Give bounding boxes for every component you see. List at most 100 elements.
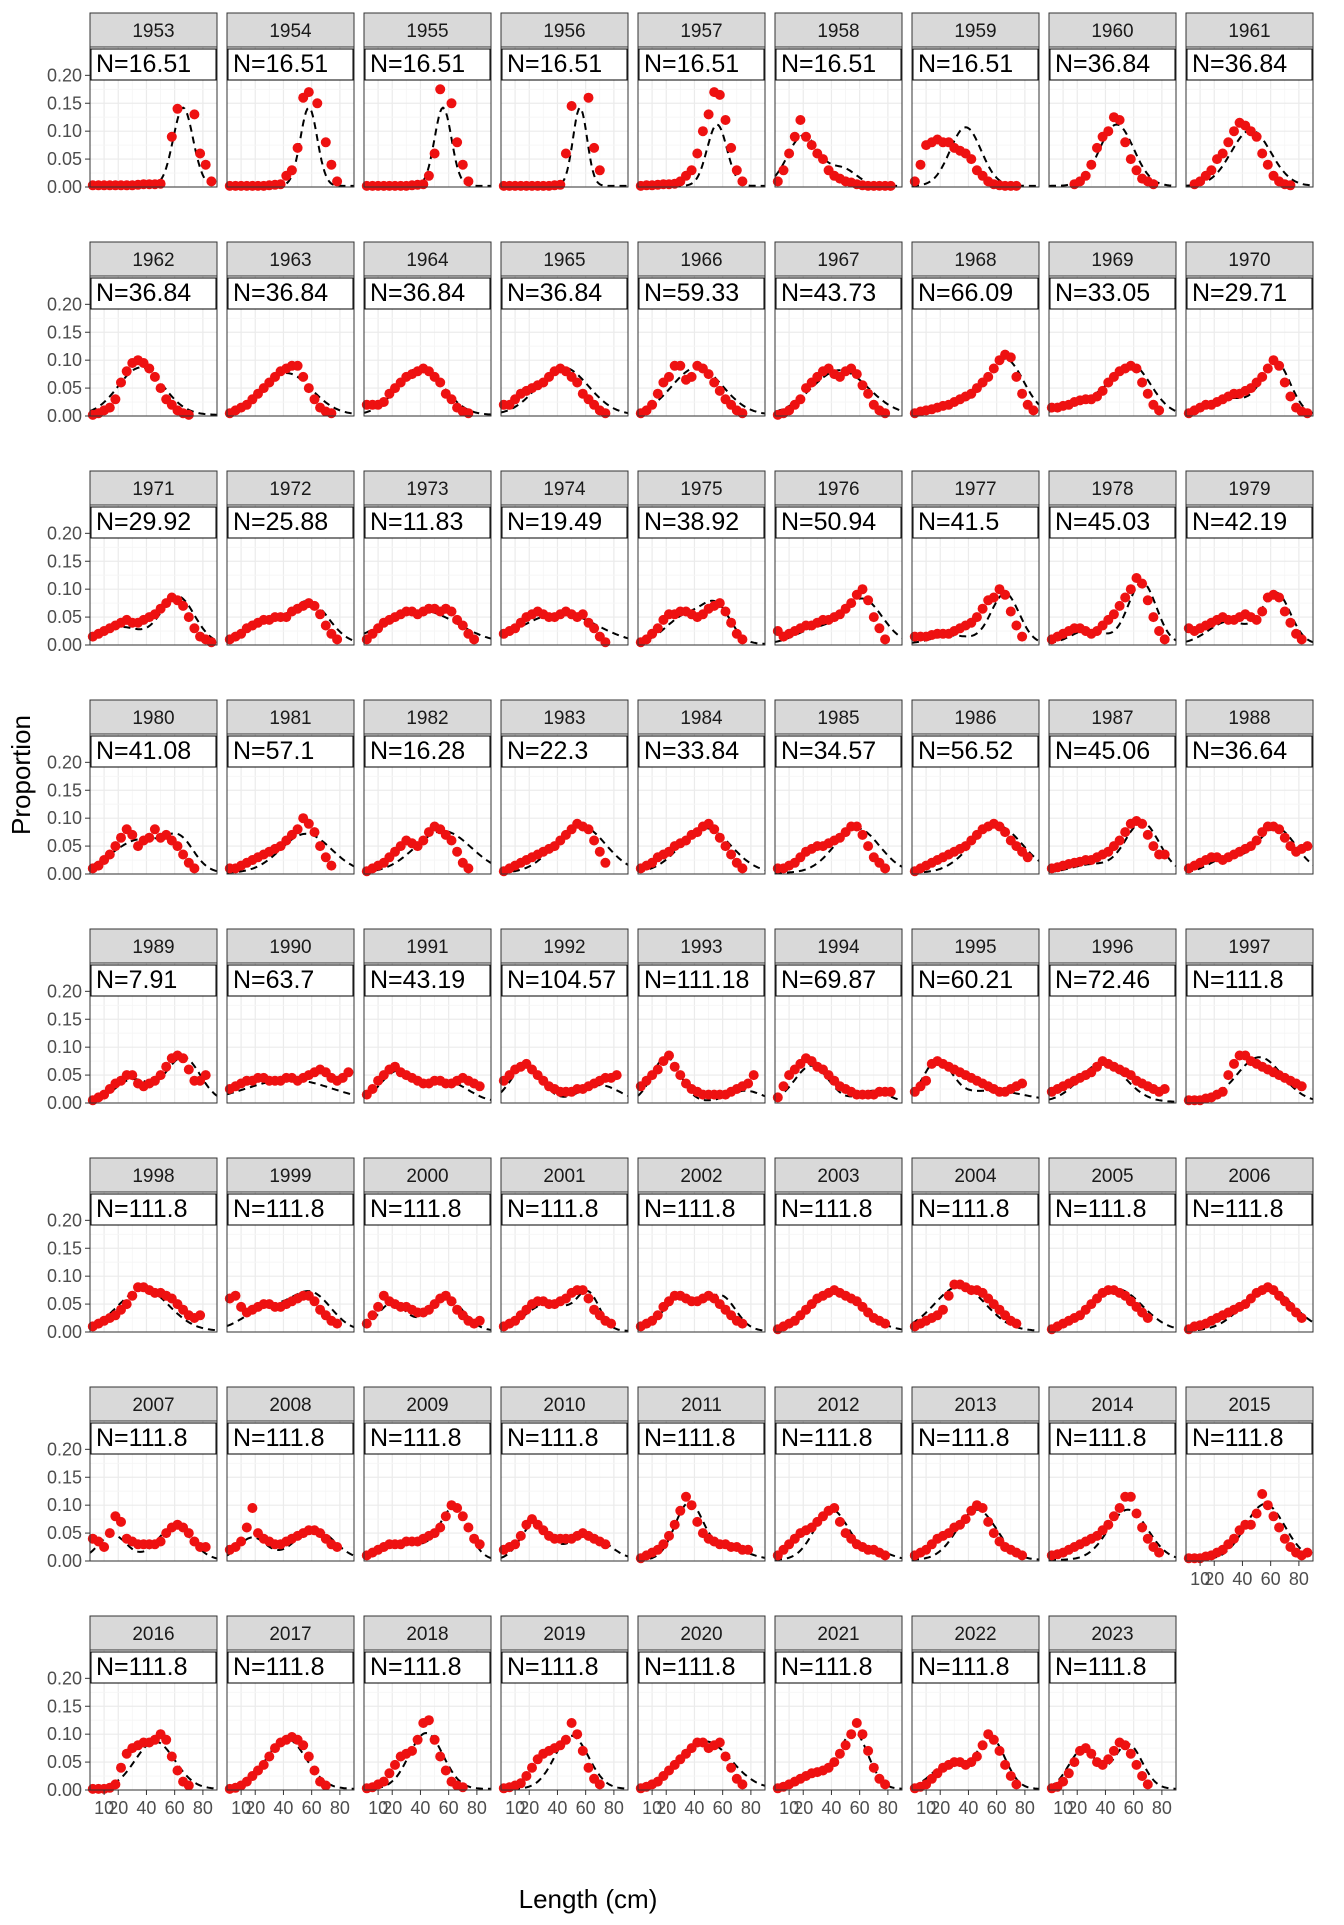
x-tick-label: 10 — [505, 1798, 525, 1818]
strip-label: 1964 — [406, 250, 449, 271]
panel-2002: 2002 N=111.8 — [635, 1157, 766, 1333]
observed-point — [560, 1734, 571, 1745]
observed-point — [600, 1539, 611, 1550]
panel-border — [637, 1191, 766, 1333]
strip-label: 1994 — [817, 937, 860, 958]
sample-size-frame — [1049, 1422, 1176, 1455]
observed-point — [977, 1503, 988, 1513]
expected-curve — [364, 1731, 491, 1790]
observed-point — [292, 824, 303, 835]
y-tick-label: 0.00 — [47, 1780, 82, 1800]
observed-point — [675, 360, 686, 371]
panel-border — [89, 275, 218, 417]
observed-point — [1108, 1745, 1119, 1756]
sample-size-frame — [364, 964, 491, 997]
x-tick-label: 10 — [368, 1798, 388, 1818]
strip-label: 1992 — [543, 937, 585, 958]
sample-size-frame — [227, 735, 354, 768]
observed-point — [1279, 377, 1290, 388]
panel-1993: 1993 N=111.18 — [635, 928, 766, 1104]
strip-background — [363, 12, 492, 48]
panel-border — [89, 733, 218, 875]
strip-background — [1048, 241, 1177, 277]
panel-border — [774, 504, 903, 646]
y-tick-label: 0.15 — [47, 1238, 82, 1258]
sample-size-box: N=38.92 — [638, 506, 765, 539]
observed-point — [778, 1081, 789, 1092]
observed-point — [988, 592, 999, 603]
panel-border — [637, 1420, 766, 1562]
observed-point — [669, 1061, 680, 1072]
sample-size-frame — [90, 735, 217, 768]
panel-border — [1185, 733, 1314, 875]
observed-point — [1017, 1550, 1028, 1561]
panel-1983: 1983 N=22.3 — [498, 699, 629, 877]
observed-point — [166, 1751, 177, 1762]
observed-point — [1296, 1313, 1307, 1323]
observed-point — [423, 170, 434, 181]
sample-size-box: N=41.08 — [90, 735, 217, 768]
sample-size-label: N=16.51 — [507, 50, 602, 78]
observed-point — [583, 824, 594, 835]
panel-2004: 2004 N=111.8 — [909, 1157, 1040, 1333]
strip-background — [500, 928, 629, 964]
observed-point — [121, 1299, 132, 1310]
observed-point — [309, 1296, 320, 1307]
y-tick-label: 0.00 — [47, 1322, 82, 1342]
panel-1953: 1953 N=16.51 0.00 0.05 0.10 0.15 0.20 — [47, 12, 218, 197]
panel-1977: 1977 N=41.5 — [909, 470, 1040, 646]
sample-size-frame — [364, 277, 491, 310]
panel-1955: 1955 N=16.51 — [361, 12, 492, 191]
sample-size-box: N=111.8 — [775, 1651, 902, 1684]
observed-point — [600, 637, 611, 648]
observed-point — [127, 1070, 138, 1081]
observed-point — [1125, 1748, 1136, 1759]
panel-2009: 2009 N=111.8 — [361, 1386, 492, 1562]
observed-point — [726, 1762, 737, 1773]
observed-point — [286, 165, 297, 176]
observed-point — [1120, 137, 1131, 148]
sample-size-frame — [364, 1422, 491, 1455]
expected-curve — [89, 595, 218, 642]
strip-label: 1974 — [543, 479, 586, 500]
panel-border — [500, 1191, 629, 1333]
y-tick-label: 0.00 — [47, 1093, 82, 1113]
observed-point — [303, 818, 314, 829]
observed-point — [155, 1536, 166, 1547]
sample-size-label: N=111.8 — [233, 1424, 325, 1452]
observed-point — [880, 1779, 891, 1790]
observed-point — [378, 1776, 389, 1787]
sample-size-box: N=60.21 — [912, 964, 1039, 997]
x-tick-label: 80 — [741, 1798, 761, 1818]
observed-point — [110, 394, 121, 405]
observed-point — [1217, 148, 1228, 159]
observed-point — [971, 1751, 982, 1762]
observed-point — [275, 179, 286, 190]
observed-point — [726, 849, 737, 860]
sample-size-label: N=16.51 — [96, 50, 191, 78]
sample-size-box: N=43.73 — [775, 277, 902, 310]
strip-label: 2002 — [680, 1166, 722, 1187]
sample-size-label: N=33.84 — [644, 737, 739, 765]
observed-point — [1011, 1779, 1022, 1790]
strip-label: 1987 — [1091, 708, 1133, 729]
y-tick-label: 0.20 — [47, 65, 82, 85]
panel-border — [1185, 1420, 1314, 1562]
observed-point — [1000, 589, 1011, 600]
observed-point — [1125, 1491, 1136, 1502]
strip-background — [89, 12, 218, 48]
sample-size-box: N=111.8 — [227, 1422, 354, 1455]
observed-point — [840, 1740, 851, 1751]
strip-label: 1999 — [269, 1166, 311, 1187]
observed-point — [1262, 159, 1273, 170]
expected-curve — [501, 106, 628, 187]
x-tick-label: 10 — [1190, 1569, 1210, 1589]
observed-point — [183, 1528, 194, 1539]
strip-label: 1996 — [1091, 937, 1133, 958]
panel-2000: 2000 N=111.8 — [361, 1157, 492, 1333]
observed-point — [675, 1505, 686, 1516]
panel-border — [637, 1649, 766, 1791]
observed-point — [1251, 835, 1262, 846]
